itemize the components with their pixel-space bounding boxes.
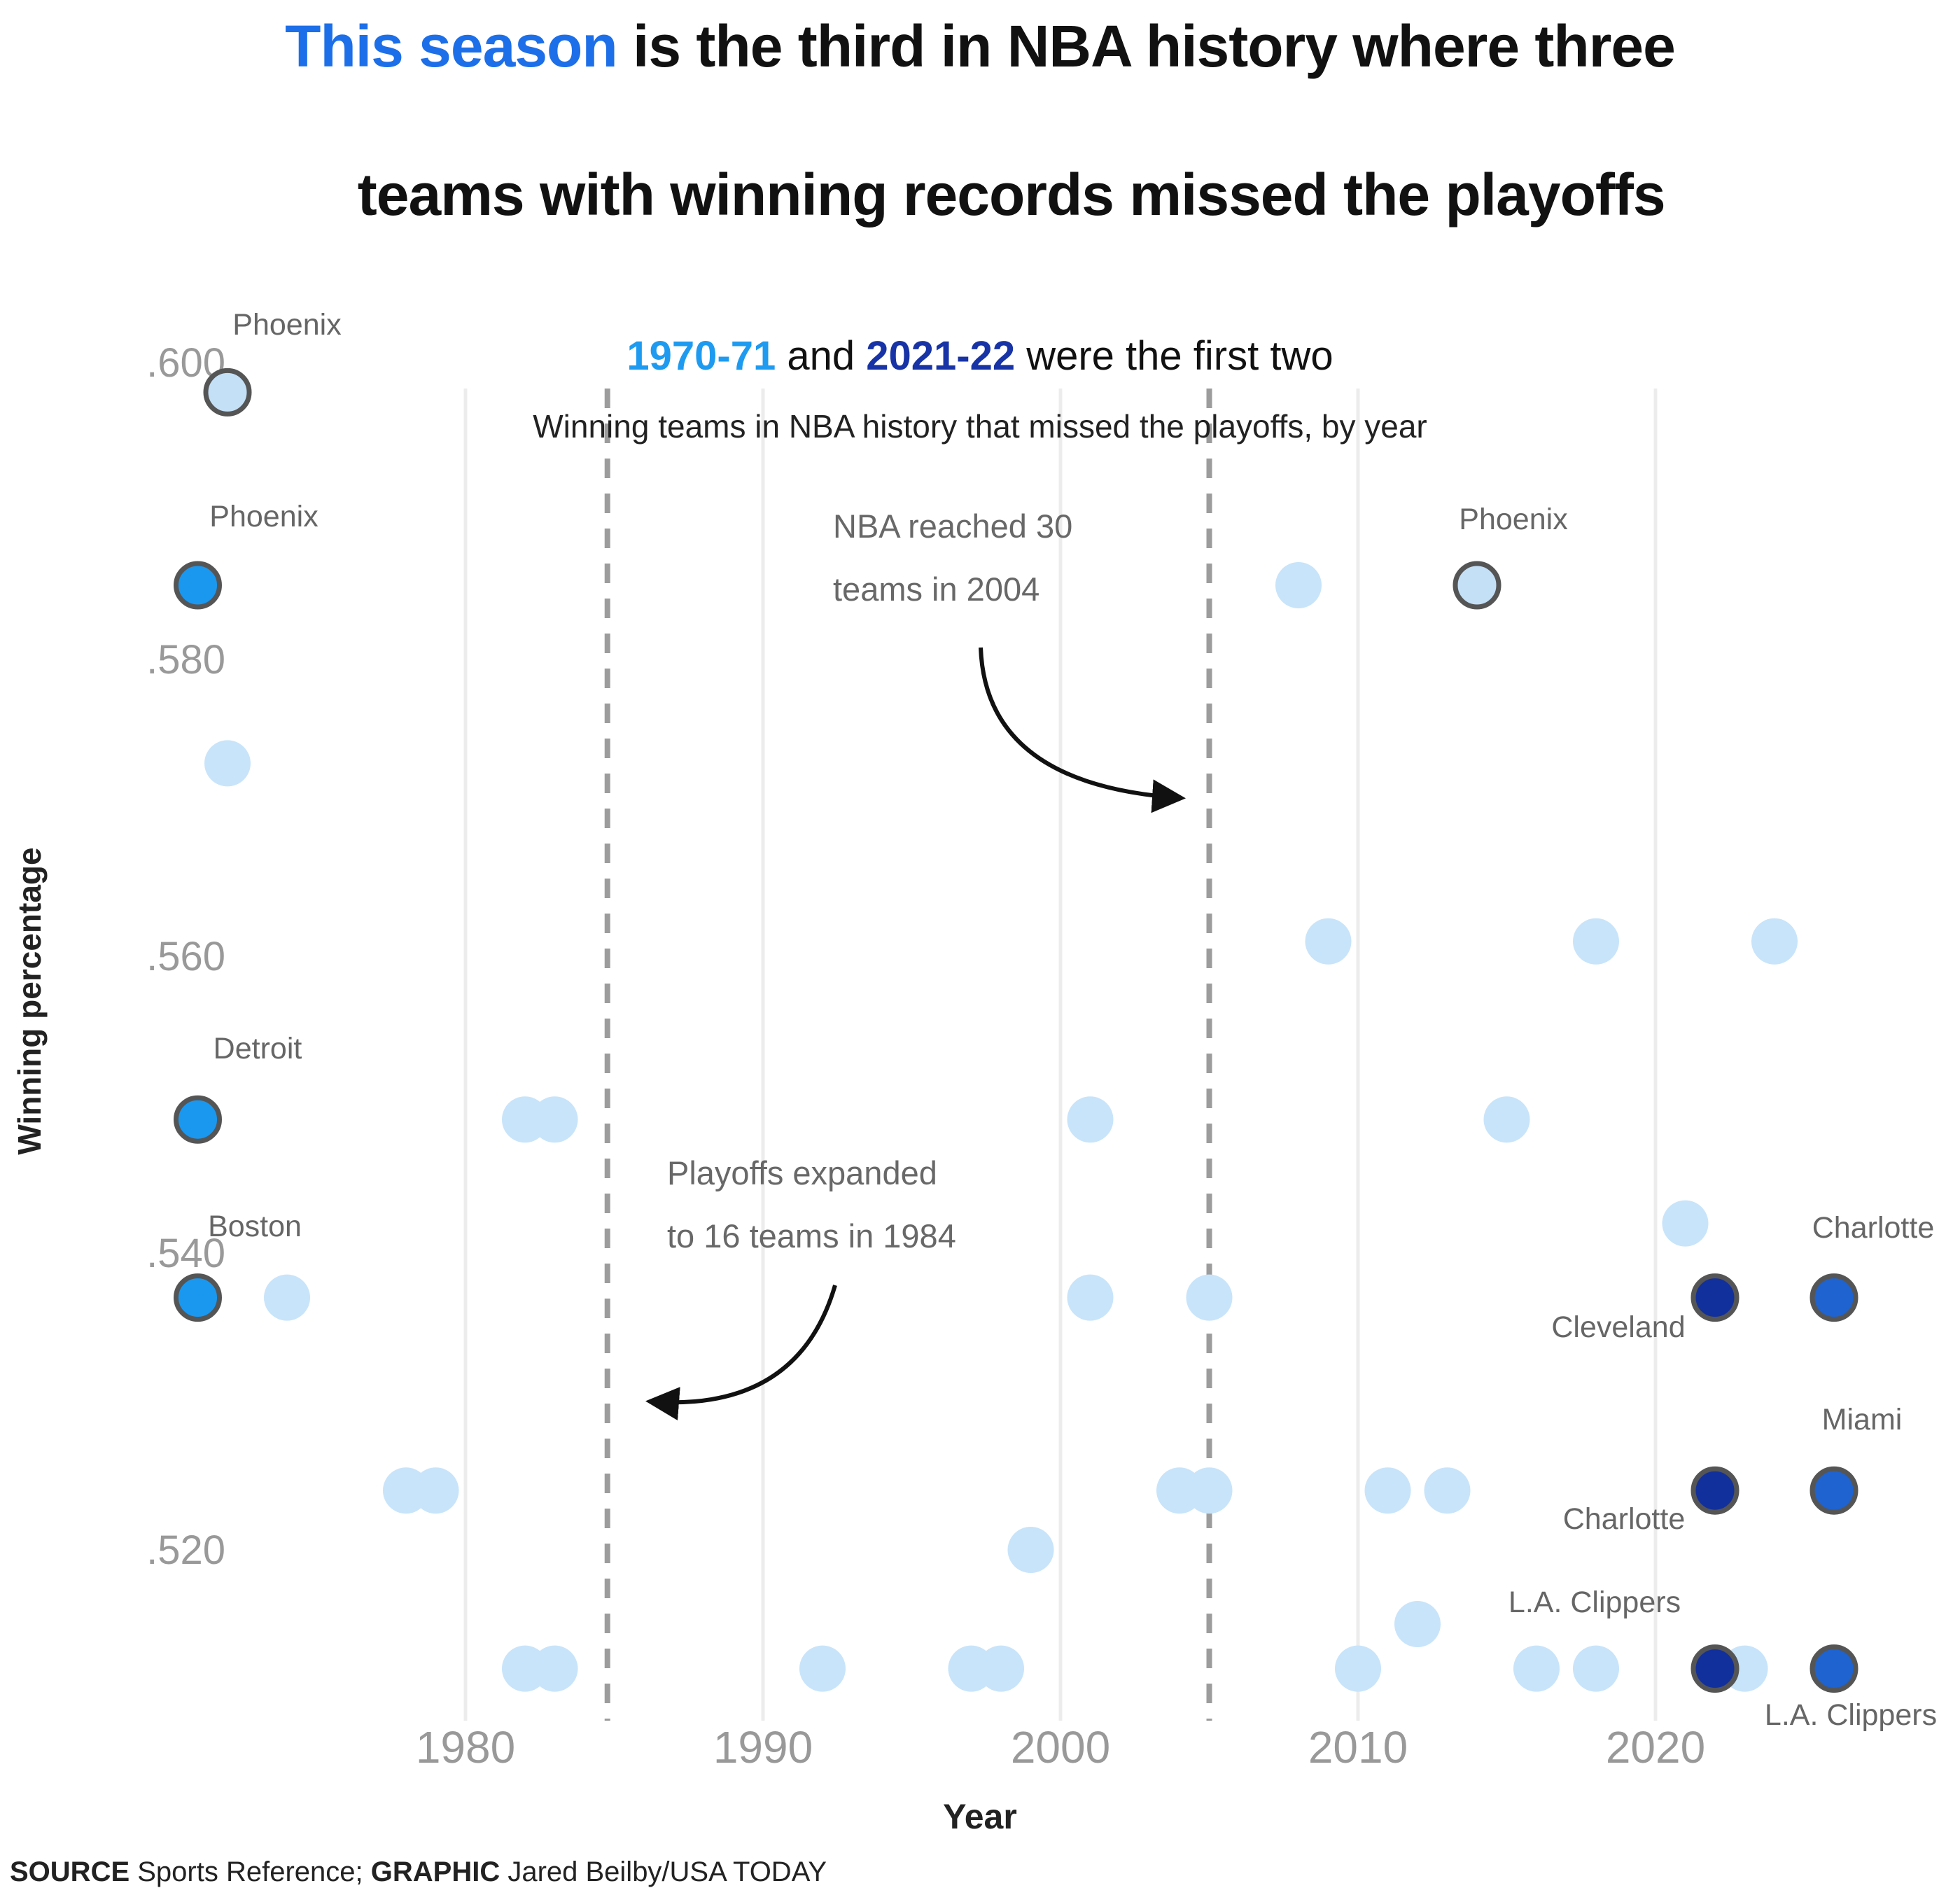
- y-axis-title: Winning percentage: [11, 847, 48, 1154]
- point-label-phoenix: Phoenix: [1459, 503, 1568, 536]
- data-point-winning-team-missed-playoffs-2001: [1067, 1096, 1114, 1143]
- graphic-text: Jared Beilby/USA TODAY: [500, 1856, 827, 1887]
- data-point-winning-team-missed-playoffs-2011: [1364, 1467, 1411, 1514]
- graphic-label: GRAPHIC: [370, 1856, 500, 1887]
- source-text: Sports Reference;: [130, 1856, 371, 1887]
- data-point-season-1970-71-1971: [174, 1273, 222, 1322]
- point-label-charlotte: Charlotte: [1812, 1211, 1934, 1245]
- data-point-winning-team-missed-playoffs-2018: [1573, 918, 1619, 965]
- data-point-winning-team-missed-playoffs-1999: [1007, 1527, 1054, 1573]
- chart-header: This season is the third in NBA history …: [0, 10, 1960, 445]
- point-label-detroit: Detroit: [214, 1032, 302, 1065]
- data-point-winning-team-missed-playoffs-2013: [1424, 1467, 1471, 1514]
- data-point-winning-team-missed-playoffs-1983: [531, 1096, 578, 1143]
- chart-title: This season is the third in NBA history …: [0, 10, 1960, 306]
- data-point-winning-team-missed-playoffs-2018: [1573, 1645, 1619, 1692]
- source-line: SOURCE Sports Reference; GRAPHIC Jared B…: [10, 1856, 827, 1888]
- annotation-arrow-0: [979, 647, 1186, 813]
- y-tick-label: .560: [146, 934, 225, 979]
- data-point-season-2021-22-2022: [1690, 1644, 1740, 1693]
- data-point-season-2021-22-2022: [1690, 1466, 1740, 1515]
- data-point-winning-team-missed-playoffs-2010: [1335, 1645, 1381, 1692]
- point-label-boston: Boston: [208, 1210, 302, 1243]
- x-tick-label: 2010: [1308, 1722, 1408, 1772]
- data-point-winning-team-missed-playoffs-2024: [1751, 918, 1798, 965]
- x-tick-label: 1990: [713, 1722, 813, 1772]
- source-label: SOURCE: [10, 1856, 130, 1887]
- data-point-winning-team-missed-playoffs-2012: [1394, 1601, 1441, 1647]
- y-tick-label: .540: [146, 1231, 225, 1276]
- point-label-phoenix: Phoenix: [232, 308, 342, 342]
- data-point-winning-team-missed-playoffs-2005: [1186, 1274, 1233, 1321]
- x-tick-label: 2000: [1011, 1722, 1110, 1772]
- point-label-l-a-clippers: L.A. Clippers: [1765, 1698, 1937, 1732]
- x-tick-label: 1980: [416, 1722, 515, 1772]
- annotation-text-0: teams in 2004: [833, 571, 1040, 608]
- annotation-text-0: NBA reached 30: [833, 508, 1072, 545]
- title-rest-line1: is the third in NBA history where three: [617, 13, 1676, 79]
- subtitle-mid: and: [776, 333, 867, 379]
- data-point-winning-team-missed-playoffs-2021: [1662, 1200, 1709, 1247]
- data-point-this-season-2026: [1809, 1273, 1858, 1322]
- data-point-winning-team-missed-playoffs-1979: [412, 1467, 459, 1514]
- subtitle-tail: were the first two: [1015, 333, 1334, 379]
- data-point-winning-team-missed-playoffs-2001: [1067, 1274, 1114, 1321]
- data-point-winning-team-missed-playoffs-1972: [204, 740, 251, 787]
- annotation-text-1: to 16 teams in 1984: [667, 1217, 956, 1254]
- x-tick-label: 2020: [1606, 1722, 1705, 1772]
- annotation-text-1: Playoffs expanded: [667, 1154, 937, 1191]
- annotation-arrow-1: [645, 1285, 837, 1421]
- y-tick-label: .580: [146, 637, 225, 683]
- data-point-phoenix-highlight-2014: [1452, 561, 1502, 610]
- data-point-season-1970-71-1971: [174, 1095, 222, 1144]
- data-point-season-2021-22-2022: [1690, 1273, 1740, 1322]
- subtitle-season-1: 1970-71: [626, 333, 776, 379]
- data-point-winning-team-missed-playoffs-2009: [1305, 918, 1352, 965]
- data-point-winning-team-missed-playoffs-2005: [1186, 1467, 1233, 1514]
- point-label-l-a-clippers: L.A. Clippers: [1508, 1586, 1681, 1619]
- title-highlight: This season: [285, 13, 618, 79]
- data-point-this-season-2026: [1809, 1644, 1858, 1693]
- chart-description: Winning teams in NBA history that missed…: [533, 408, 1427, 445]
- y-tick-label: .520: [146, 1527, 225, 1573]
- data-point-season-1970-71-1971: [174, 561, 222, 610]
- point-label-miami: Miami: [1822, 1403, 1903, 1436]
- x-axis-title: Year: [943, 1797, 1017, 1836]
- data-point-winning-team-missed-playoffs-2015: [1483, 1096, 1530, 1143]
- data-point-phoenix-highlight-1972: [203, 368, 252, 417]
- subtitle-season-2: 2021-22: [866, 333, 1016, 379]
- data-point-winning-team-missed-playoffs-2016: [1513, 1645, 1560, 1692]
- data-point-winning-team-missed-playoffs-1983: [531, 1645, 578, 1692]
- title-line2: teams with winning records missed the pl…: [357, 161, 1666, 228]
- data-point-winning-team-missed-playoffs-2008: [1275, 562, 1322, 608]
- point-label-cleveland: Cleveland: [1551, 1310, 1685, 1344]
- data-point-winning-team-missed-playoffs-1974: [264, 1274, 310, 1321]
- data-point-this-season-2026: [1809, 1466, 1858, 1515]
- point-label-phoenix: Phoenix: [209, 500, 318, 533]
- point-label-charlotte: Charlotte: [1563, 1502, 1685, 1536]
- data-point-winning-team-missed-playoffs-1998: [978, 1645, 1024, 1692]
- data-point-winning-team-missed-playoffs-1992: [799, 1645, 846, 1692]
- chart-subtitle: 1970-71 and 2021-22 were the first two: [0, 333, 1960, 379]
